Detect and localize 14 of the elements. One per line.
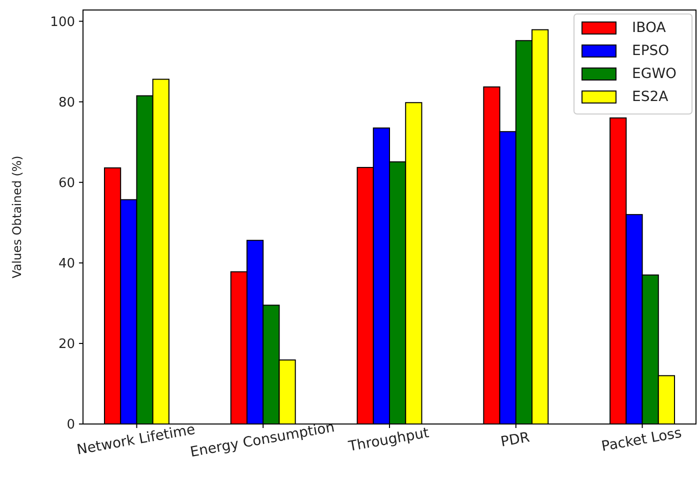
- y-tick-label: 80: [58, 95, 75, 110]
- legend-label: ES2A: [632, 89, 669, 105]
- y-tick-label: 60: [58, 176, 75, 191]
- y-tick-label: 0: [66, 418, 75, 433]
- y-tick-label: 100: [50, 14, 75, 30]
- y-tick-label: 40: [58, 256, 75, 272]
- y-axis-title: Values Obtained (%): [10, 156, 24, 278]
- legend-label: EPSO: [632, 43, 670, 59]
- x-tick-label: Throughput: [346, 425, 431, 456]
- legend-label: EGWO: [632, 66, 677, 82]
- legend-label: IBOA: [632, 20, 666, 36]
- x-tick-label: PDR: [500, 430, 532, 450]
- x-tick-label: Packet Loss: [600, 425, 683, 455]
- y-tick-label: 20: [58, 337, 75, 352]
